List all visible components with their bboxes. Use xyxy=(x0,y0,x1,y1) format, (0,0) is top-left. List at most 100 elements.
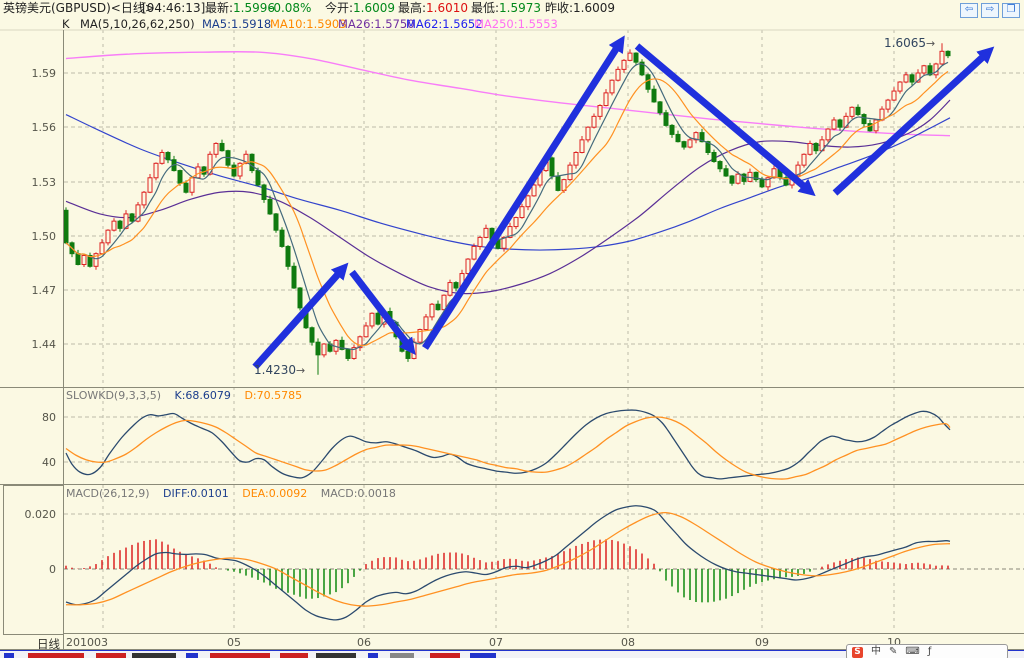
macd-axis-label: 0 xyxy=(49,563,56,576)
candle xyxy=(375,310,381,326)
prev-page-button[interactable]: ⇦ xyxy=(960,3,978,18)
candle xyxy=(309,326,315,346)
month-tick: 08 xyxy=(621,636,635,649)
candle xyxy=(105,229,111,246)
candle xyxy=(735,171,741,185)
ime-toolbar[interactable]: S 中 ✎ ⌨ ƒ xyxy=(846,644,1008,658)
month-tick: 06 xyxy=(357,636,371,649)
candle xyxy=(681,140,687,150)
last-price-label: 最新: xyxy=(205,1,234,15)
high-value: 1.6010 xyxy=(426,1,469,15)
open-field: 今开:1.6009 xyxy=(325,1,395,16)
price-axis-label: 1.53 xyxy=(31,176,57,189)
keyboard-icon[interactable]: ⌨ xyxy=(905,646,920,657)
candle xyxy=(261,183,267,203)
ticker-fragment xyxy=(132,653,176,658)
next-page-button[interactable]: ⇨ xyxy=(981,3,999,18)
ma26-value: MA26:1.5750 xyxy=(338,17,415,31)
candle xyxy=(723,164,729,177)
candle xyxy=(855,104,861,116)
high-annotation[interactable]: 1.6065→ xyxy=(884,36,935,50)
candle xyxy=(369,312,375,329)
slowkd-d-value: D:70.5785 xyxy=(244,389,303,402)
candle xyxy=(837,118,843,131)
ticker-fragment xyxy=(186,653,198,658)
high-annotation-text: 1.6065 xyxy=(884,36,926,50)
candle xyxy=(651,85,657,103)
trend-arrow[interactable] xyxy=(832,46,995,196)
clipped-ticker-strip xyxy=(0,650,1024,658)
ticker-fragment xyxy=(4,653,14,658)
ime-lang-toggle[interactable]: 中 xyxy=(871,646,881,657)
macd-header: MACD(26,12,9) DIFF:0.0101 DEA:0.0092 MAC… xyxy=(66,487,406,500)
candle xyxy=(645,73,651,93)
candle xyxy=(237,162,243,180)
candle xyxy=(63,207,69,245)
candle xyxy=(591,113,597,129)
candle xyxy=(183,180,189,194)
macd-name: MACD(26,12,9) xyxy=(66,487,150,500)
ticker-fragment xyxy=(470,653,496,658)
low-value: 1.5973 xyxy=(499,1,542,15)
ticker-fragment xyxy=(280,653,308,658)
slowkd-k-line xyxy=(65,409,951,480)
month-tick: 201003 xyxy=(66,636,108,649)
trend-arrow[interactable] xyxy=(422,35,625,350)
candle xyxy=(477,236,483,250)
candle xyxy=(873,119,879,134)
window-restore-button[interactable]: ❐ xyxy=(1002,3,1020,18)
left-arrow-icon: ⇦ xyxy=(964,4,974,15)
pen-icon[interactable]: ✎ xyxy=(889,646,898,657)
ma-legend: K MA(5,10,26,62,250) MA5:1.5918 MA10:1.5… xyxy=(0,17,1024,33)
candle xyxy=(447,279,453,297)
candle xyxy=(621,59,627,73)
candle xyxy=(939,43,945,65)
candle xyxy=(117,219,123,232)
candle xyxy=(147,173,153,194)
prev-close-label: 昨收: xyxy=(545,1,574,15)
trend-arrow[interactable] xyxy=(252,262,349,370)
candle xyxy=(741,172,747,185)
candle xyxy=(249,153,255,174)
candle xyxy=(267,195,273,215)
candle xyxy=(315,338,321,375)
candle xyxy=(273,213,279,233)
candle xyxy=(405,349,411,362)
candle xyxy=(921,64,927,76)
candle xyxy=(465,258,471,277)
candle xyxy=(831,117,837,131)
candle xyxy=(219,139,225,152)
right-arrow-icon: → xyxy=(926,37,936,50)
macd-axis-box xyxy=(3,485,64,635)
slowkd-header: SLOWKD(9,3,3,5) K:68.6079 D:70.5785 xyxy=(66,389,312,402)
candle xyxy=(423,314,429,331)
trend-arrow[interactable] xyxy=(349,269,416,355)
low-field: 最低:1.5973 xyxy=(471,1,541,16)
kd-axis-label: 80 xyxy=(42,411,56,424)
candle xyxy=(783,174,789,187)
candle xyxy=(525,194,531,211)
ma5-line xyxy=(65,61,949,351)
low-annotation-text: 1.4230 xyxy=(254,363,296,377)
candle xyxy=(297,287,303,311)
candle xyxy=(945,50,951,59)
ime-tool-icon[interactable]: ƒ xyxy=(927,646,932,657)
candle xyxy=(609,79,615,96)
period-label[interactable]: 日线 xyxy=(37,637,60,651)
ime-logo-icon[interactable]: S xyxy=(852,646,863,658)
low-annotation[interactable]: 1.4230→ xyxy=(254,363,305,377)
candle xyxy=(351,344,357,360)
candle xyxy=(519,203,525,219)
candle xyxy=(429,302,435,321)
month-tick: 05 xyxy=(227,636,241,649)
candle xyxy=(135,201,141,223)
macd-dea-value: DEA:0.0092 xyxy=(242,487,308,500)
candle xyxy=(207,151,213,176)
trend-arrow[interactable] xyxy=(634,43,816,197)
candle xyxy=(903,71,909,84)
price-axis-label: 1.44 xyxy=(31,338,57,351)
candle xyxy=(747,168,753,183)
ticker-fragment xyxy=(210,653,270,658)
candle xyxy=(87,252,93,268)
